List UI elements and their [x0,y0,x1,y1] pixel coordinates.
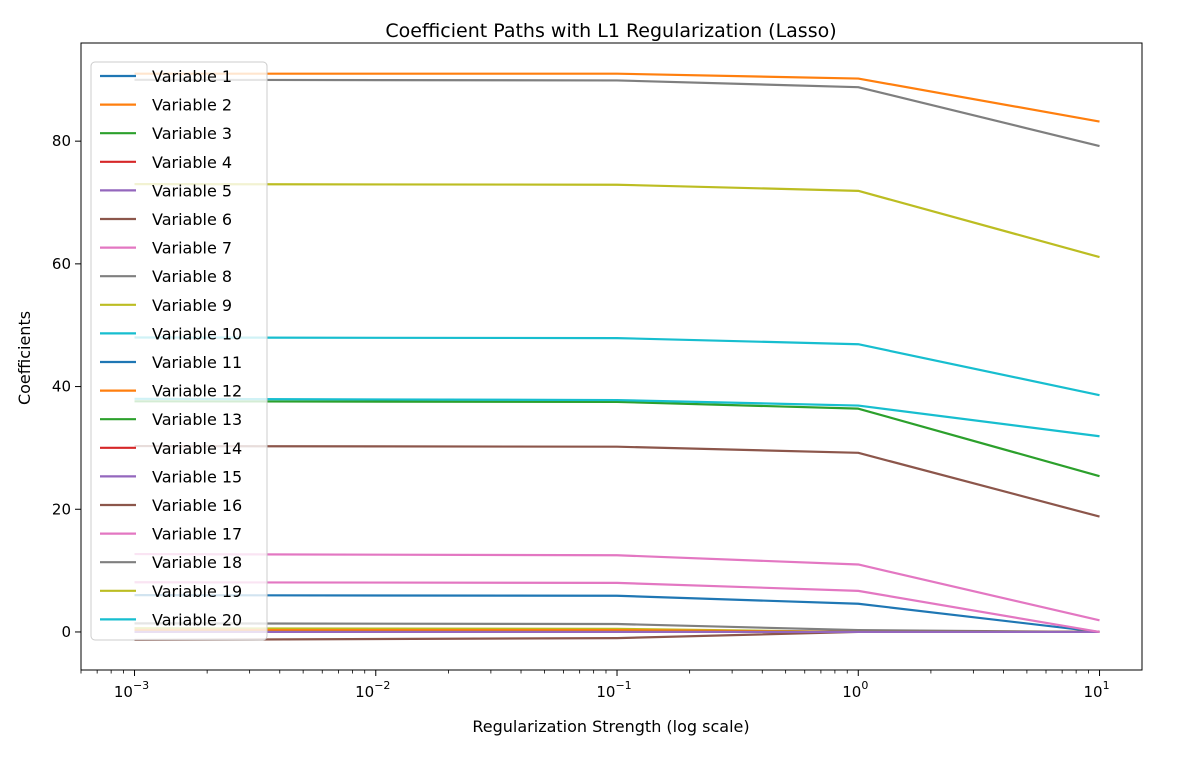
legend-label-4: Variable 4 [152,153,232,172]
legend-label-3: Variable 3 [152,124,232,143]
legend-label-16: Variable 16 [152,496,242,515]
legend-label-1: Variable 1 [152,67,232,86]
y-tick-label-3: 40 [52,378,71,396]
legend-box [90,61,268,641]
x-tick-label-2: 10−2 [355,679,390,701]
legend-label-19: Variable 19 [152,582,242,601]
series-line-3 [134,400,1100,478]
legend-label-14: Variable 14 [152,439,242,458]
y-axis-label: Coefficients [15,311,34,405]
y-axis-ticks: 0 20 40 60 80 [52,132,81,641]
x-tick-label-1: 10−3 [114,679,149,701]
series-line-18 [134,78,1100,148]
series-line-20 [134,336,1100,397]
y-tick-label-5: 80 [52,132,71,150]
y-tick-label-2: 20 [52,500,71,518]
series-line-1 [134,594,1100,634]
x-axis-label: Regularization Strength (log scale) [472,717,749,736]
y-tick-label-1: 0 [61,623,71,641]
legend-label-20: Variable 20 [152,610,242,629]
x-axis-ticks: 10−3 10−2 10−1 100 101 [80,670,1110,701]
series-line-17 [134,581,1100,634]
legend-label-12: Variable 12 [152,382,242,401]
legend-label-7: Variable 7 [152,239,232,258]
legend-label-2: Variable 2 [152,96,232,115]
legend-label-13: Variable 13 [152,410,242,429]
series-line-19 [134,183,1100,259]
series-line-16 [134,444,1100,518]
legend-label-18: Variable 18 [152,553,242,572]
legend-label-11: Variable 11 [152,353,242,372]
x-tick-label-5: 101 [1083,679,1109,701]
plot-area-frame [80,42,1143,671]
y-tick-label-4: 60 [52,255,71,273]
chart-title: Coefficient Paths with L1 Regularization… [385,20,836,42]
series-line-7 [134,552,1100,622]
series-lines [134,72,1100,642]
legend-label-10: Variable 10 [152,324,242,343]
legend-label-17: Variable 17 [152,525,242,544]
legend-label-8: Variable 8 [152,267,232,286]
series-line-2 [134,72,1100,123]
x-tick-label-4: 100 [842,679,868,701]
series-line-10 [134,397,1100,438]
x-tick-label-3: 10−1 [596,679,631,701]
legend-label-9: Variable 9 [152,296,232,315]
legend: Variable 1 Variable 2 Variable 3 Variable 4… [90,61,268,641]
legend-label-5: Variable 5 [152,181,232,200]
legend-label-6: Variable 6 [152,210,232,229]
legend-label-15: Variable 15 [152,467,242,486]
